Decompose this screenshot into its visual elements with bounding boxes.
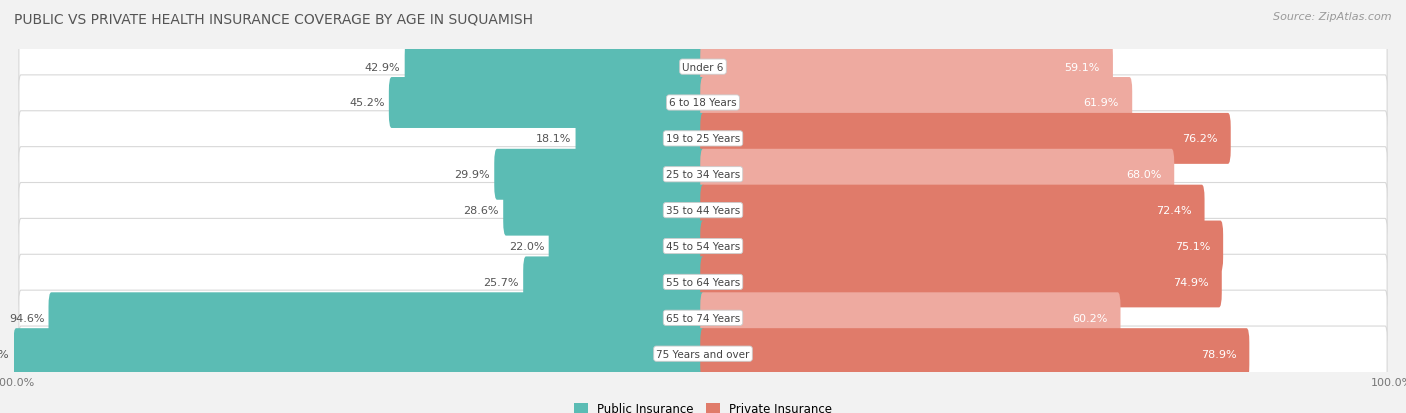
FancyBboxPatch shape: [700, 42, 1114, 93]
FancyBboxPatch shape: [18, 40, 1388, 95]
FancyBboxPatch shape: [700, 78, 1132, 129]
Text: 68.0%: 68.0%: [1126, 170, 1161, 180]
FancyBboxPatch shape: [575, 114, 706, 164]
FancyBboxPatch shape: [18, 147, 1388, 202]
Legend: Public Insurance, Private Insurance: Public Insurance, Private Insurance: [571, 400, 835, 413]
Text: PUBLIC VS PRIVATE HEALTH INSURANCE COVERAGE BY AGE IN SUQUAMISH: PUBLIC VS PRIVATE HEALTH INSURANCE COVER…: [14, 12, 533, 26]
Text: 35 to 44 Years: 35 to 44 Years: [666, 206, 740, 216]
FancyBboxPatch shape: [18, 290, 1388, 346]
Text: 29.9%: 29.9%: [454, 170, 491, 180]
Text: 76.2%: 76.2%: [1182, 134, 1218, 144]
FancyBboxPatch shape: [18, 183, 1388, 238]
FancyBboxPatch shape: [405, 42, 706, 93]
FancyBboxPatch shape: [503, 185, 706, 236]
Text: 61.9%: 61.9%: [1084, 98, 1119, 108]
FancyBboxPatch shape: [49, 292, 706, 344]
Text: 94.6%: 94.6%: [8, 313, 45, 323]
FancyBboxPatch shape: [389, 78, 706, 129]
FancyBboxPatch shape: [18, 255, 1388, 310]
FancyBboxPatch shape: [700, 114, 1230, 164]
FancyBboxPatch shape: [18, 326, 1388, 381]
Text: 25 to 34 Years: 25 to 34 Years: [666, 170, 740, 180]
FancyBboxPatch shape: [14, 328, 706, 379]
Text: 78.9%: 78.9%: [1201, 349, 1236, 359]
FancyBboxPatch shape: [18, 112, 1388, 166]
Text: 6 to 18 Years: 6 to 18 Years: [669, 98, 737, 108]
FancyBboxPatch shape: [700, 150, 1174, 200]
Text: 60.2%: 60.2%: [1071, 313, 1108, 323]
FancyBboxPatch shape: [548, 221, 706, 272]
Text: 75.1%: 75.1%: [1174, 242, 1211, 252]
FancyBboxPatch shape: [18, 76, 1388, 131]
Text: 75 Years and over: 75 Years and over: [657, 349, 749, 359]
Text: 74.9%: 74.9%: [1173, 277, 1209, 287]
Text: Source: ZipAtlas.com: Source: ZipAtlas.com: [1274, 12, 1392, 22]
Text: 72.4%: 72.4%: [1156, 206, 1191, 216]
Text: 59.1%: 59.1%: [1064, 62, 1099, 72]
FancyBboxPatch shape: [700, 257, 1222, 308]
FancyBboxPatch shape: [700, 221, 1223, 272]
Text: 25.7%: 25.7%: [484, 277, 519, 287]
Text: 18.1%: 18.1%: [536, 134, 571, 144]
Text: 28.6%: 28.6%: [464, 206, 499, 216]
FancyBboxPatch shape: [18, 219, 1388, 274]
FancyBboxPatch shape: [523, 257, 706, 308]
Text: 45 to 54 Years: 45 to 54 Years: [666, 242, 740, 252]
FancyBboxPatch shape: [700, 328, 1250, 379]
Text: 99.7%: 99.7%: [0, 349, 10, 359]
Text: 22.0%: 22.0%: [509, 242, 544, 252]
Text: 42.9%: 42.9%: [366, 62, 401, 72]
Text: 45.2%: 45.2%: [349, 98, 385, 108]
Text: Under 6: Under 6: [682, 62, 724, 72]
FancyBboxPatch shape: [700, 292, 1121, 344]
Text: 55 to 64 Years: 55 to 64 Years: [666, 277, 740, 287]
Text: 19 to 25 Years: 19 to 25 Years: [666, 134, 740, 144]
Text: 65 to 74 Years: 65 to 74 Years: [666, 313, 740, 323]
FancyBboxPatch shape: [700, 185, 1205, 236]
FancyBboxPatch shape: [495, 150, 706, 200]
